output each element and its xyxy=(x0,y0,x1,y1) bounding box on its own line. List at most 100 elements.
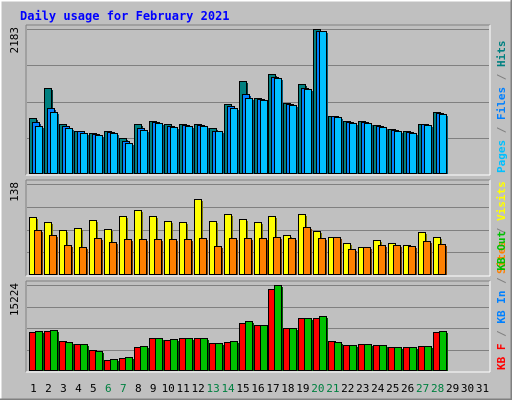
bar-visits_sites-sites-day-4 xyxy=(79,247,87,275)
x-tick-label: 14 xyxy=(221,382,235,395)
bar-visits_sites-sites-day-9 xyxy=(154,239,162,275)
panel-hits_files_pages: 2183 Pages / Files / Hits xyxy=(8,24,508,176)
bar-hits_files_pages-pages-day-3 xyxy=(65,128,73,174)
bar-hits_files_pages-pages-day-18 xyxy=(289,105,297,174)
x-tick-label: 9 xyxy=(150,382,157,395)
x-tick-label: 20 xyxy=(311,382,324,395)
panel-visits_sites: 138 Sites / Visits xyxy=(8,179,508,277)
bar-hits_files_pages-pages-day-16 xyxy=(260,100,268,174)
bar-hits_files_pages-pages-day-1 xyxy=(35,126,43,174)
bar-visits_sites-sites-day-17 xyxy=(273,237,281,275)
bar-visits_sites-sites-day-16 xyxy=(259,238,267,275)
bar-visits_sites-sites-day-10 xyxy=(169,239,177,275)
bar-kb-kb-out-day-5 xyxy=(95,351,103,371)
bar-visits_sites-sites-day-19 xyxy=(303,227,311,275)
panel-kb: 15224 KB F / KB In / KB Out xyxy=(8,231,508,373)
bar-kb-kb-out-day-4 xyxy=(80,344,88,371)
legend-segment: Visits xyxy=(495,181,508,221)
bar-visits_sites-sites-day-3 xyxy=(64,245,72,275)
x-tick-label: 3 xyxy=(60,382,67,395)
bar-kb-kb-out-day-26 xyxy=(409,347,417,371)
bar-hits_files_pages-pages-day-22 xyxy=(349,123,357,174)
bar-hits_files_pages-pages-day-2 xyxy=(50,112,58,174)
y-max-label: 15224 xyxy=(8,283,21,316)
bar-visits_sites-sites-day-23 xyxy=(363,247,371,275)
bar-kb-kb-out-day-17 xyxy=(274,285,282,371)
axis-legend-visits_sites: Sites / Visits xyxy=(495,181,508,274)
x-tick-label: 19 xyxy=(296,382,309,395)
bar-hits_files_pages-pages-day-8 xyxy=(140,130,148,174)
bar-visits_sites-sites-day-25 xyxy=(393,245,401,275)
x-tick-label: 15 xyxy=(236,382,249,395)
legend-segment: KB Out xyxy=(495,231,508,271)
bar-kb-kb-out-day-8 xyxy=(140,346,148,371)
bar-visits_sites-sites-day-14 xyxy=(229,238,237,275)
bar-hits_files_pages-pages-day-5 xyxy=(95,135,103,174)
legend-segment: / xyxy=(495,271,508,291)
x-tick-label: 12 xyxy=(192,382,205,395)
bar-visits_sites-sites-day-18 xyxy=(288,238,296,275)
bar-visits_sites-sites-day-6 xyxy=(109,242,117,275)
bar-kb-kb-out-day-11 xyxy=(185,338,193,371)
bar-hits_files_pages-pages-day-20 xyxy=(319,31,327,174)
bar-visits_sites-sites-day-27 xyxy=(423,241,431,275)
legend-segment: Files xyxy=(495,87,508,120)
bar-kb-kb-out-day-3 xyxy=(65,342,73,371)
bar-kb-kb-out-day-1 xyxy=(35,331,43,371)
bar-visits_sites-sites-day-5 xyxy=(94,238,102,275)
bar-visits_sites-visits-day-12 xyxy=(194,199,202,275)
bar-hits_files_pages-pages-day-19 xyxy=(304,89,312,174)
x-tick-label: 11 xyxy=(177,382,190,395)
bar-kb-kb-out-day-7 xyxy=(125,357,133,371)
x-tick-label: 23 xyxy=(356,382,369,395)
axis-legend-kb: KB F / KB In / KB Out xyxy=(495,231,508,370)
x-tick-label: 8 xyxy=(135,382,142,395)
x-tick-label: 31 xyxy=(476,382,489,395)
legend-segment: Hits xyxy=(495,41,508,68)
bar-kb-kb-out-day-21 xyxy=(334,342,342,371)
x-tick-label: 28 xyxy=(431,382,444,395)
x-tick-label: 22 xyxy=(341,382,354,395)
x-tick-label: 26 xyxy=(401,382,414,395)
bar-kb-kb-out-day-14 xyxy=(230,341,238,371)
bar-visits_sites-sites-day-11 xyxy=(184,239,192,275)
bar-hits_files_pages-pages-day-26 xyxy=(409,133,417,174)
bar-kb-kb-out-day-15 xyxy=(245,321,253,371)
bar-hits_files_pages-pages-day-28 xyxy=(439,114,447,174)
x-tick-label: 10 xyxy=(162,382,175,395)
x-tick-label: 21 xyxy=(326,382,339,395)
bar-hits_files_pages-pages-day-27 xyxy=(424,125,432,174)
bar-hits_files_pages-pages-day-24 xyxy=(379,127,387,174)
legend-segment: / xyxy=(495,221,508,241)
x-tick-label: 16 xyxy=(251,382,264,395)
bar-kb-kb-out-day-10 xyxy=(170,339,178,371)
x-axis-labels: 1 2 3 4 5 6 7 8 9 10 11 12 13 14 15 16 17 18 19 20 21 22 23 24 2… xyxy=(30,382,489,395)
y-max-label: 2183 xyxy=(8,27,21,54)
bar-hits_files_pages-pages-day-25 xyxy=(394,131,402,174)
legend-segment: / xyxy=(495,120,508,140)
x-tick-label: 5 xyxy=(90,382,97,395)
bar-kb-kb-out-day-2 xyxy=(50,330,58,371)
legend-segment: / xyxy=(495,324,508,344)
bar-visits_sites-sites-day-21 xyxy=(333,237,341,275)
x-tick-label: 2 xyxy=(45,382,52,395)
x-tick-label: 4 xyxy=(75,382,82,395)
bar-kb-kb-out-day-20 xyxy=(319,316,327,371)
bar-kb-kb-out-day-9 xyxy=(155,338,163,371)
bar-kb-kb-out-day-28 xyxy=(439,331,447,371)
bar-visits_sites-sites-day-24 xyxy=(378,245,386,275)
x-tick-label: 18 xyxy=(281,382,294,395)
bar-visits_sites-sites-day-13 xyxy=(214,246,222,275)
bar-visits_sites-sites-day-15 xyxy=(244,238,252,275)
bar-kb-kb-out-day-6 xyxy=(110,359,118,371)
x-tick-label: 7 xyxy=(120,382,127,395)
legend-segment: Pages xyxy=(495,140,508,173)
bar-hits_files_pages-pages-day-23 xyxy=(364,123,372,174)
x-tick-label: 24 xyxy=(371,382,385,395)
bar-hits_files_pages-pages-day-9 xyxy=(155,123,163,174)
bar-kb-kb-out-day-16 xyxy=(260,325,268,371)
legend-segment: Sites xyxy=(495,241,508,274)
bar-visits_sites-sites-day-2 xyxy=(49,235,57,275)
